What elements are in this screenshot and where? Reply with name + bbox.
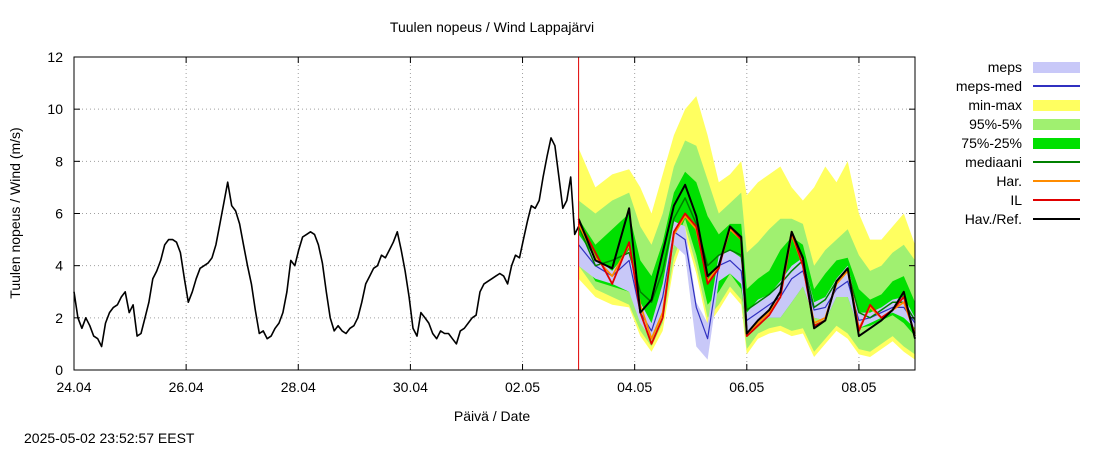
legend-label-p75_25: 75%-25%	[961, 135, 1022, 151]
plot-frame	[73, 56, 916, 371]
legend-label-obs: Hav./Ref.	[965, 211, 1022, 227]
meps-med-line	[578, 231, 916, 340]
x-tick-label: 04.05	[617, 379, 652, 395]
legend-label-meps_med: meps-med	[956, 78, 1022, 94]
x-tick-label: 26.04	[169, 379, 204, 395]
reference-line	[577, 183, 916, 339]
x-tick-label: 06.05	[729, 379, 764, 395]
y-tick-label: 8	[55, 153, 63, 169]
x-tick-label: 08.05	[841, 379, 876, 395]
y-tick-label: 6	[55, 206, 63, 222]
il-line	[577, 212, 916, 345]
legend-swatch-p95_5	[1033, 119, 1080, 130]
legend-label-meps: meps	[988, 59, 1022, 75]
x-axis-label: Päivä / Date	[454, 408, 530, 424]
y-tick-label: 12	[47, 49, 63, 65]
legend-label-p95_5: 95%-5%	[969, 116, 1022, 132]
axes: 0 2 4 6 8 10 12 24.04 26.04 28.04 30.04 02.05 04.05 0…	[47, 49, 916, 395]
legend-label-minmax: min-max	[968, 97, 1022, 113]
y-axis-label: Tuulen nopeus / Wind (m/s)	[7, 127, 23, 298]
y-tick-label: 10	[47, 101, 63, 117]
y-tick-label: 2	[55, 310, 63, 326]
legend-label-il: IL	[1010, 192, 1022, 208]
y-tick-label: 0	[55, 362, 63, 378]
y-tick-label: 4	[55, 258, 63, 274]
timestamp: 2025-05-02 23:52:57 EEST	[24, 430, 195, 446]
legend-label-har: Har.	[996, 173, 1022, 189]
legend-swatch-minmax	[1033, 100, 1080, 111]
x-tick-label: 28.04	[281, 379, 316, 395]
legend-label-mediaani: mediaani	[965, 154, 1022, 170]
series-lines	[73, 57, 916, 370]
legend-swatch-p75_25	[1033, 138, 1080, 149]
x-tick-label: 24.04	[56, 379, 91, 395]
legend-swatch-meps	[1033, 62, 1080, 73]
legend: meps meps-med min-max 95%-5% 75%-25% mediaani…	[956, 59, 1080, 227]
grid-lines	[74, 57, 915, 370]
chart-title: Tuulen nopeus / Wind Lappajärvi	[390, 19, 594, 35]
x-tick-label: 02.05	[505, 379, 540, 395]
x-tick-label: 30.04	[393, 379, 428, 395]
observations-line	[73, 137, 580, 348]
